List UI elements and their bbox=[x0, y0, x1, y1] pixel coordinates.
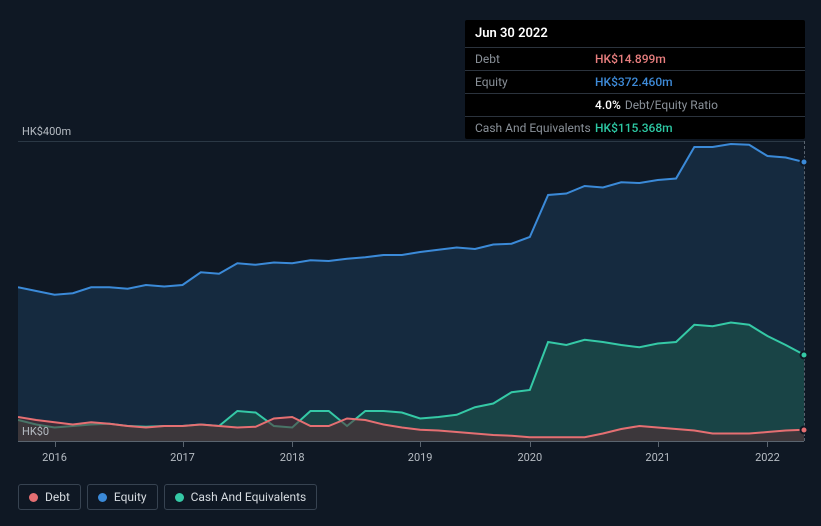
tooltip-row-debt: Debt HK$14.899m bbox=[465, 47, 805, 70]
legend-swatch-debt bbox=[29, 493, 38, 502]
chart-plot-area[interactable] bbox=[18, 141, 804, 441]
x-tick-mark bbox=[292, 441, 293, 447]
x-tick-mark bbox=[183, 441, 184, 447]
tooltip-row-equity: Equity HK$372.460m bbox=[465, 70, 805, 93]
y-axis-label-max: HK$400m bbox=[22, 125, 71, 138]
chart-tooltip: Jun 30 2022 Debt HK$14.899m Equity HK$37… bbox=[465, 20, 805, 139]
legend-label: Cash And Equivalents bbox=[191, 490, 307, 504]
cursor-dot-debt bbox=[800, 425, 809, 434]
x-tick-label: 2019 bbox=[408, 451, 433, 464]
legend-label: Equity bbox=[114, 490, 147, 504]
x-tick-mark bbox=[530, 441, 531, 447]
tooltip-label: Debt bbox=[475, 52, 595, 66]
tooltip-label: Equity bbox=[475, 75, 595, 89]
legend-item-equity[interactable]: Equity bbox=[87, 484, 158, 510]
tooltip-row-cash: Cash And Equivalents HK$115.368m bbox=[465, 116, 805, 139]
legend-label: Debt bbox=[45, 490, 70, 504]
legend-swatch-cash bbox=[175, 493, 184, 502]
x-tick-label: 2018 bbox=[280, 451, 305, 464]
cursor-dot-equity bbox=[800, 158, 809, 167]
tooltip-date: Jun 30 2022 bbox=[465, 20, 805, 47]
x-tick-label: 2016 bbox=[42, 451, 67, 464]
tooltip-label: Cash And Equivalents bbox=[475, 121, 595, 135]
x-tick-label: 2021 bbox=[645, 451, 670, 464]
tooltip-value-cash: HK$115.368m bbox=[595, 121, 795, 135]
y-axis-label-zero: HK$0 bbox=[22, 425, 49, 438]
legend-swatch-equity bbox=[98, 493, 107, 502]
x-tick-mark bbox=[420, 441, 421, 447]
tooltip-value-ratio: 4.0% Debt/Equity Ratio bbox=[595, 98, 795, 112]
x-tick-mark bbox=[55, 441, 56, 447]
tooltip-row-ratio: 4.0% Debt/Equity Ratio bbox=[465, 93, 805, 116]
gridline-zero bbox=[18, 441, 804, 442]
tooltip-value-equity: HK$372.460m bbox=[595, 75, 795, 89]
x-tick-label: 2017 bbox=[170, 451, 195, 464]
x-tick-label: 2022 bbox=[755, 451, 780, 464]
chart-cursor-line bbox=[804, 141, 805, 441]
cursor-dot-cash bbox=[800, 350, 809, 359]
legend-item-debt[interactable]: Debt bbox=[18, 484, 81, 510]
chart-legend: Debt Equity Cash And Equivalents bbox=[18, 484, 317, 510]
chart-canvas: Jun 30 2022 Debt HK$14.899m Equity HK$37… bbox=[0, 0, 821, 526]
x-tick-label: 2020 bbox=[517, 451, 542, 464]
x-tick-mark bbox=[767, 441, 768, 447]
tooltip-value-debt: HK$14.899m bbox=[595, 52, 795, 66]
chart-svg bbox=[18, 141, 804, 441]
legend-item-cash[interactable]: Cash And Equivalents bbox=[164, 484, 318, 510]
x-axis: 2016 2017 2018 2019 2020 2021 2022 bbox=[18, 451, 804, 471]
ratio-label: Debt/Equity Ratio bbox=[625, 98, 718, 112]
x-tick-mark bbox=[658, 441, 659, 447]
ratio-number: 4.0% bbox=[595, 98, 621, 112]
